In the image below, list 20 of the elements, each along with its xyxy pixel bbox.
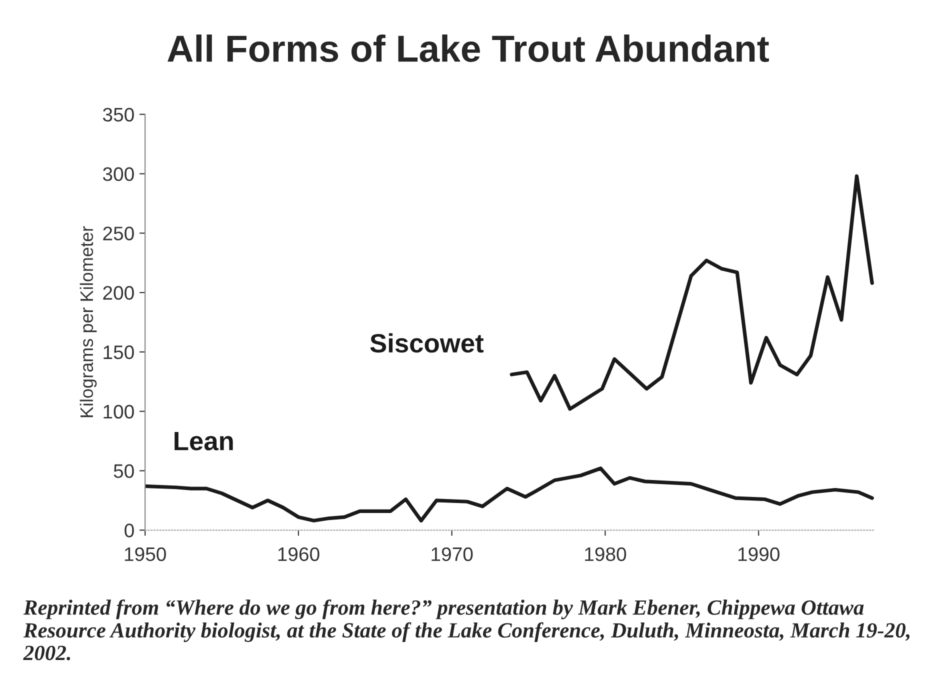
x-tick-label: 1970 (432, 547, 473, 562)
y-tick-label: 100 (104, 404, 134, 419)
x-tick-label: 1950 (124, 547, 166, 562)
text: Reprinted from “Where do we go from here?” presentation by Mark Ebener, Chippewa Ottawa Resource Authority biologist, at the State of the Lake Conference, Duluth, Minneosta, March 19-20, 2002. (23, 599, 910, 660)
y-axis-title: Kilograms per Kilometer (80, 226, 97, 418)
x-tick-label: 1980 (585, 547, 626, 562)
y-tick-label: 350 (102, 108, 134, 122)
x-tick-label: 1990 (738, 547, 780, 562)
chart-title: All Forms of Lake Trout Abundant (168, 34, 769, 62)
y-tick-label: 300 (102, 167, 134, 181)
line-series (145, 466, 874, 522)
y-tick-label: 50 (114, 464, 134, 478)
series-label: Lean (174, 432, 233, 450)
series-label: Siscowet (370, 333, 484, 353)
y-tick-label: 200 (103, 286, 134, 300)
x-tick-label: 1960 (278, 547, 320, 562)
y-tick-label: 250 (103, 226, 134, 240)
y-tick-label: 0 (124, 524, 134, 538)
y-tick-label: 150 (104, 345, 134, 360)
line-series (510, 174, 874, 411)
